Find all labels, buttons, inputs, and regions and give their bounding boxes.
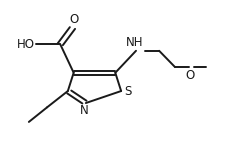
Text: O: O <box>185 69 195 82</box>
Text: N: N <box>80 104 89 117</box>
Text: O: O <box>69 13 78 26</box>
Text: HO: HO <box>17 38 35 51</box>
Text: NH: NH <box>126 36 144 49</box>
Text: S: S <box>124 85 131 98</box>
